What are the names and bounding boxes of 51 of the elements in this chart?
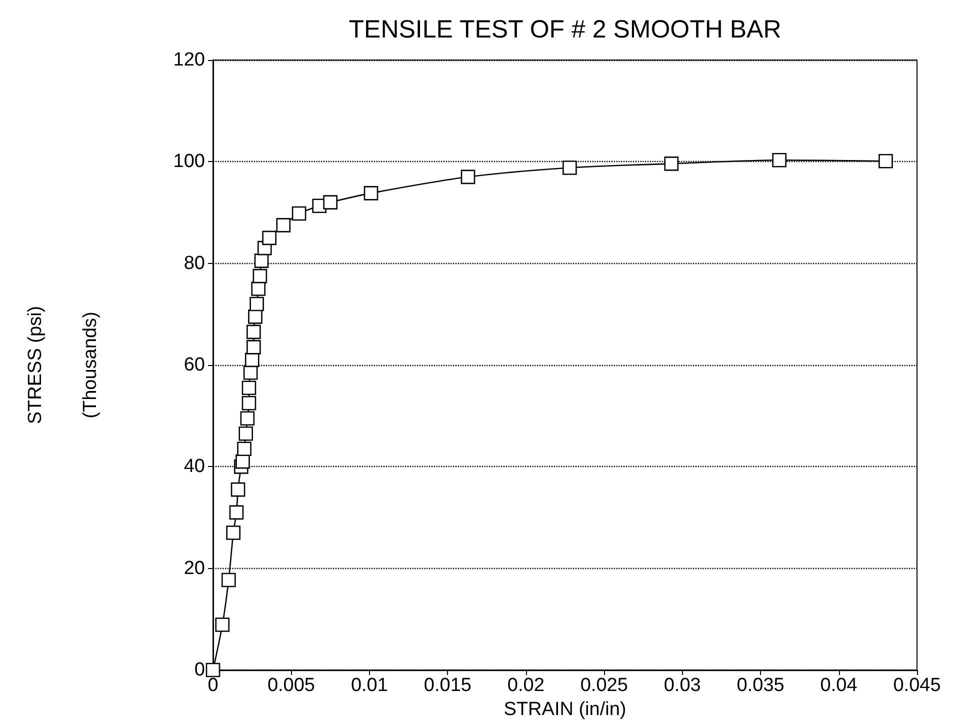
- point: [215, 618, 230, 632]
- point: [246, 324, 261, 340]
- y-tick-label: 40: [184, 456, 205, 478]
- x-tick-label: 0.015: [424, 675, 472, 696]
- point: [254, 254, 269, 268]
- point: [240, 411, 255, 426]
- y-tick-label: 0: [194, 660, 205, 680]
- point: [364, 186, 378, 200]
- y-tick-label: 100: [173, 151, 205, 172]
- y-tick-label: 20: [184, 558, 205, 579]
- y-tick-label: 60: [184, 354, 205, 376]
- point: [562, 160, 577, 175]
- x-axis-title: STRAIN (in/in): [504, 698, 626, 720]
- x-tick-label: 0.01: [350, 675, 388, 696]
- x-tick-label: 0.02: [507, 675, 544, 696]
- x-tick-label: 0: [208, 675, 218, 696]
- point: [664, 156, 679, 171]
- point: [246, 340, 261, 354]
- chart-title: TENSILE TEST OF # 2 SMOOTH BAR: [348, 16, 782, 44]
- x-tick-label: 0.025: [580, 675, 628, 696]
- point: [226, 526, 240, 540]
- point: [243, 365, 258, 380]
- x-tick-label: 0.005: [267, 675, 315, 696]
- point: [772, 152, 786, 168]
- point: [242, 396, 256, 410]
- point: [878, 154, 893, 168]
- point: [248, 310, 262, 324]
- point: [230, 482, 246, 497]
- x-tick-label: 0.04: [820, 675, 858, 696]
- x-tick-label: 0.03: [664, 675, 701, 696]
- point: [242, 380, 256, 396]
- point: [276, 218, 291, 232]
- point: [229, 505, 244, 520]
- point: [252, 268, 268, 284]
- y-tick-label: 80: [184, 252, 205, 274]
- point: [250, 296, 264, 312]
- point: [236, 454, 250, 469]
- y-tick-label: 120: [173, 50, 205, 70]
- x-tick-label: 0.035: [736, 675, 784, 696]
- point: [238, 426, 254, 441]
- point: [292, 206, 306, 221]
- point: [221, 572, 236, 588]
- point: [323, 195, 338, 210]
- point: [244, 352, 260, 368]
- point: [262, 230, 276, 246]
- point: [460, 170, 476, 184]
- point: [206, 662, 220, 678]
- point: [251, 282, 266, 296]
- text: STRESS (psi) (Thousands): [25, 306, 101, 424]
- point: [237, 442, 252, 456]
- x-tick-label: 0.045: [893, 675, 941, 696]
